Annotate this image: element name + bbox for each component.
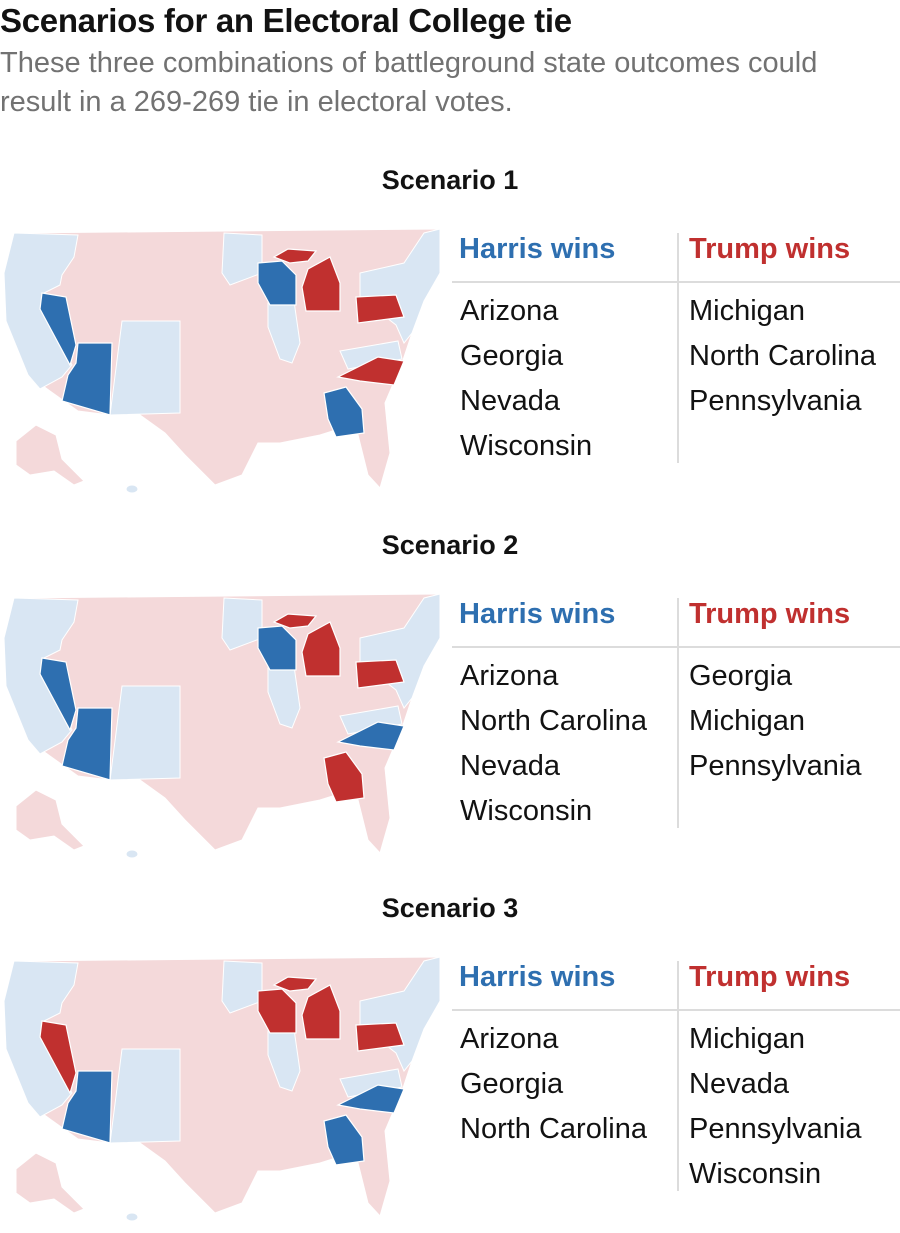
harris-wins-heading: Harris wins: [459, 961, 616, 993]
map-state-pennsylvania: [355, 1022, 405, 1052]
header-rule: [452, 281, 900, 283]
harris-list: Arizona North Carolina Nevada Wisconsin: [460, 654, 647, 834]
map-state-arizona: [61, 707, 113, 781]
trump-state-item: Georgia: [689, 660, 793, 692]
map-state-georgia: [323, 1114, 365, 1166]
harris-state-item: Arizona: [460, 1023, 559, 1055]
trump-state-item: North Carolina: [689, 340, 876, 372]
trump-list: Michigan North Carolina Pennsylvania: [689, 289, 876, 424]
harris-list: Arizona Georgia Nevada Wisconsin: [460, 289, 592, 469]
trump-list: Georgia Michigan Pennsylvania: [689, 654, 862, 789]
map-alaska: [15, 789, 85, 851]
page-subtitle: These three combinations of battleground…: [0, 47, 818, 118]
trump-state-item: Michigan: [689, 1023, 806, 1055]
harris-wins-heading: Harris wins: [459, 598, 616, 630]
map-minnesota: [221, 960, 263, 1014]
trump-state-item: Pennsylvania: [689, 1113, 862, 1145]
map-state-arizona: [61, 1070, 113, 1144]
map-state-wisconsin: [257, 988, 297, 1034]
harris-state-item: North Carolina: [460, 705, 647, 737]
trump-state-item: Pennsylvania: [689, 750, 862, 782]
trump-list: Michigan Nevada Pennsylvania Wisconsin: [689, 1017, 862, 1197]
harris-state-item: Arizona: [460, 295, 559, 327]
page-title: Scenarios for an Electoral College tie: [0, 2, 572, 39]
header-rule: [452, 646, 900, 648]
harris-state-item: Georgia: [460, 1068, 564, 1100]
map-virginia: [339, 705, 403, 735]
harris-state-item: North Carolina: [460, 1113, 647, 1145]
map-alaska: [15, 424, 85, 486]
map-hawaii: [125, 849, 139, 859]
map-state-pennsylvania: [355, 659, 405, 689]
map-state-north-carolina: [336, 721, 405, 751]
scenario-panel: Scenario 1 Harris wins Trump wins Arizona G…: [0, 165, 900, 505]
trump-state-item: Pennsylvania: [689, 385, 862, 417]
harris-state-item: Georgia: [460, 340, 564, 372]
map-state-wisconsin: [257, 625, 297, 671]
map-state-north-carolina: [336, 356, 405, 386]
map-virginia: [339, 1068, 403, 1098]
map-co-nm: [109, 320, 181, 416]
us-map: [3, 956, 441, 1222]
map-state-georgia: [323, 751, 365, 803]
harris-wins-heading: Harris wins: [459, 233, 616, 265]
harris-state-item: Wisconsin: [460, 430, 593, 462]
trump-state-item: Michigan: [689, 295, 806, 327]
map-alaska: [15, 1152, 85, 1214]
scenario-title: Scenario 1: [381, 165, 519, 195]
column-divider: [677, 598, 679, 828]
trump-wins-heading: Trump wins: [689, 598, 851, 630]
map-hawaii: [125, 484, 139, 494]
us-map: [3, 228, 441, 494]
map-minnesota: [221, 232, 263, 286]
map-state-michigan: [272, 613, 341, 677]
column-divider: [677, 233, 679, 463]
us-map: [3, 593, 441, 859]
harris-state-item: Nevada: [460, 385, 560, 417]
trump-state-item: Nevada: [689, 1068, 789, 1100]
scenario-panel: Scenario 3 Harris wins Trump wins Arizona G…: [0, 893, 900, 1233]
map-state-arizona: [61, 342, 113, 416]
map-state-north-carolina: [336, 1084, 405, 1114]
map-virginia: [339, 340, 403, 370]
map-state-georgia: [323, 386, 365, 438]
map-state-wisconsin: [257, 260, 297, 306]
trump-wins-heading: Trump wins: [689, 233, 851, 265]
scenario-title: Scenario 3: [381, 893, 519, 923]
map-state-nevada: [39, 657, 77, 732]
map-state-nevada: [39, 292, 77, 367]
map-minnesota: [221, 597, 263, 651]
harris-state-item: Nevada: [460, 750, 560, 782]
column-divider: [677, 961, 679, 1191]
map-co-nm: [109, 1048, 181, 1144]
map-hawaii: [125, 1212, 139, 1222]
trump-state-item: Michigan: [689, 705, 806, 737]
map-state-michigan: [272, 248, 341, 312]
map-state-pennsylvania: [355, 294, 405, 324]
map-co-nm: [109, 685, 181, 781]
scenario-panel: Scenario 2 Harris wins Trump wins Arizona N…: [0, 530, 900, 870]
map-state-michigan: [272, 976, 341, 1040]
harris-state-item: Arizona: [460, 660, 559, 692]
scenario-title: Scenario 2: [381, 530, 519, 560]
trump-wins-heading: Trump wins: [689, 961, 851, 993]
harris-list: Arizona Georgia North Carolina: [460, 1017, 647, 1152]
header-rule: [452, 1009, 900, 1011]
harris-state-item: Wisconsin: [460, 795, 593, 827]
trump-state-item: Wisconsin: [689, 1158, 822, 1190]
map-state-nevada: [39, 1020, 77, 1095]
